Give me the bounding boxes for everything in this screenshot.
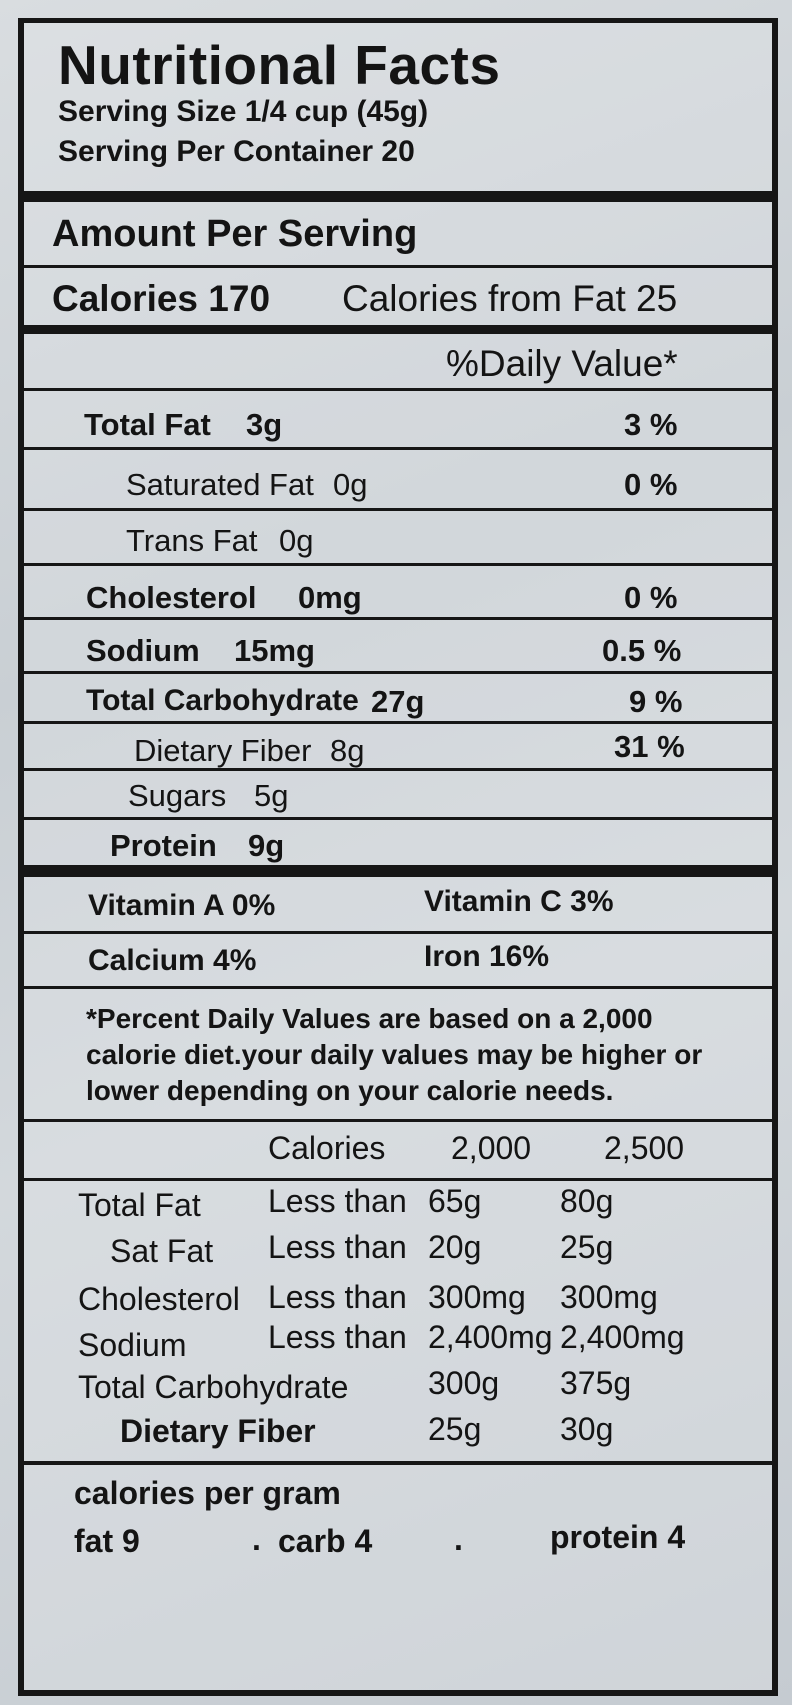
divider: [24, 1119, 772, 1122]
divider: [24, 768, 772, 771]
footnote-line-1: *Percent Daily Values are based on a 2,0…: [86, 1003, 653, 1034]
ref-row-value-2500: 300mg: [560, 1279, 658, 1315]
ref-row-name: Cholesterol: [78, 1281, 240, 1317]
calories-per-gram-title: calories per gram: [74, 1475, 341, 1511]
nutrient-dv-total-carbohydrate: 9 %: [629, 684, 683, 719]
servings-per-container: Serving Per Container 20: [58, 135, 415, 168]
divider: [24, 1178, 772, 1181]
nutrient-amount-cholesterol: 0mg: [298, 580, 362, 615]
nutrient-name-sodium: Sodium: [86, 633, 200, 668]
ref-header-2000: 2,000: [451, 1130, 532, 1166]
nutrient-amount-saturated-fat: 0g: [333, 467, 368, 502]
ref-row-value-2500: 375g: [560, 1365, 632, 1401]
ref-row-value-2000: 2,400mg: [428, 1319, 553, 1355]
ref-row-name: Sodium: [78, 1327, 187, 1363]
nutrient-dv-total-fat: 3 %: [624, 407, 678, 442]
nutrient-name-dietary-fiber: Dietary Fiber: [134, 733, 312, 768]
ref-row-value-2500: 25g: [560, 1229, 614, 1265]
nutrient-amount-total-carbohydrate: 27g: [371, 684, 425, 719]
separator-dot: .: [454, 1521, 463, 1557]
thick-divider: [24, 865, 772, 877]
nutrient-amount-total-fat: 3g: [246, 407, 283, 442]
divider: [24, 671, 772, 674]
ref-row-limit: Less than: [268, 1319, 407, 1355]
nutrient-amount-sodium: 15mg: [234, 633, 315, 668]
ref-row-value-2500: 2,400mg: [560, 1319, 685, 1355]
separator-dot: .: [252, 1521, 261, 1557]
nutrient-name-saturated-fat: Saturated Fat: [126, 467, 314, 502]
amount-per-serving: Amount Per Serving: [52, 213, 418, 255]
nutrient-dv-sodium: 0.5 %: [602, 633, 682, 668]
divider: [24, 388, 772, 391]
daily-value-header: %Daily Value*: [446, 343, 678, 384]
nutrient-amount-dietary-fiber: 8g: [330, 733, 365, 768]
ref-row-value-2500: 30g: [560, 1411, 614, 1447]
label-title: Nutritional Facts: [58, 34, 501, 96]
divider: [24, 508, 772, 511]
divider: [24, 817, 772, 820]
divider: [24, 931, 772, 934]
serving-size: Serving Size 1/4 cup (45g): [58, 95, 429, 128]
nutrient-dv-cholesterol: 0 %: [624, 580, 678, 615]
nutrient-dv-dietary-fiber: 31 %: [614, 729, 685, 764]
ref-header-calories: Calories: [268, 1130, 386, 1166]
ref-row-value-2000: 20g: [428, 1229, 482, 1265]
nutrient-name-protein: Protein: [110, 828, 217, 863]
footnote-line-2: calorie diet.your daily values may be hi…: [86, 1039, 703, 1070]
calories-per-gram-fat: fat 9: [74, 1523, 140, 1559]
iron: Iron 16%: [424, 940, 550, 973]
nutrient-name-total-carbohydrate: Total Carbohydrate: [86, 684, 359, 717]
ref-row-value-2000: 300mg: [428, 1279, 526, 1315]
ref-row-limit: Less than: [268, 1229, 407, 1265]
vitamin-a: Vitamin A 0%: [88, 889, 276, 922]
divider: [24, 721, 772, 724]
nutrient-amount-trans-fat: 0g: [279, 523, 314, 558]
ref-row-limit: Less than: [268, 1183, 407, 1219]
divider: [24, 986, 772, 989]
footnote-line-3: lower depending on your calorie needs.: [86, 1075, 614, 1106]
vitamin-c: Vitamin C 3%: [424, 885, 614, 918]
ref-header-2500: 2,500: [604, 1130, 685, 1166]
ref-row-value-2000: 300g: [428, 1365, 500, 1401]
calories-per-gram-carb: carb 4: [278, 1523, 373, 1559]
nutrient-name-trans-fat: Trans Fat: [126, 523, 258, 558]
calories-value: Calories 170: [52, 278, 271, 319]
nutrient-amount-sugars: 5g: [254, 778, 289, 813]
thick-divider: [24, 191, 772, 202]
ref-row-value-2500: 80g: [560, 1183, 614, 1219]
nutrient-name-sugars: Sugars: [128, 778, 227, 813]
calcium: Calcium 4%: [88, 944, 257, 977]
ref-row-value-2000: 65g: [428, 1183, 482, 1219]
calories-from-fat: Calories from Fat 25: [342, 278, 678, 319]
nutrition-label: Nutritional Facts Serving Size 1/4 cup (…: [18, 18, 778, 1696]
divider: [24, 265, 772, 268]
nutrient-name-total-fat: Total Fat: [84, 407, 211, 442]
ref-row-name: Total Carbohydrate: [78, 1369, 349, 1405]
ref-row-limit: Less than: [268, 1279, 407, 1315]
ref-row-value-2000: 25g: [428, 1411, 482, 1447]
divider: [24, 563, 772, 566]
divider: [24, 1461, 772, 1465]
ref-row-name: Sat Fat: [110, 1233, 214, 1269]
nutrient-dv-saturated-fat: 0 %: [624, 467, 678, 502]
thick-divider: [24, 325, 772, 334]
divider: [24, 447, 772, 450]
calories-per-gram-protein: protein 4: [550, 1519, 686, 1555]
ref-row-name: Dietary Fiber: [120, 1413, 316, 1449]
nutrient-name-cholesterol: Cholesterol: [86, 580, 257, 615]
ref-row-name: Total Fat: [78, 1187, 201, 1223]
divider: [24, 617, 772, 620]
nutrient-amount-protein: 9g: [248, 828, 285, 863]
